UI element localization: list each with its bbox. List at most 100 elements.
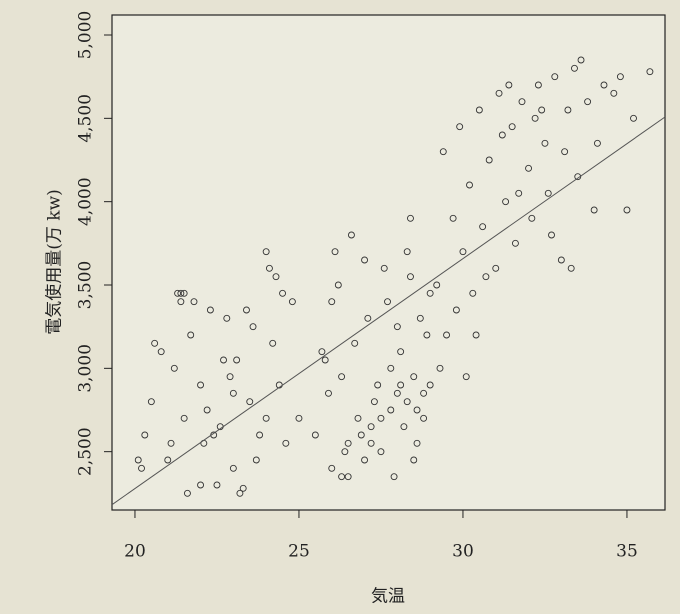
point	[548, 231, 555, 239]
point	[374, 381, 382, 389]
point	[377, 414, 385, 422]
x-axis-title: 気温	[371, 587, 405, 607]
point	[328, 298, 336, 306]
point	[426, 289, 434, 297]
point	[469, 289, 477, 297]
x-tick-label: 20	[124, 542, 146, 562]
point	[561, 148, 569, 156]
point	[239, 484, 247, 492]
point	[466, 181, 473, 189]
point	[384, 298, 391, 306]
point	[246, 398, 254, 406]
point	[525, 164, 533, 172]
point	[393, 323, 401, 331]
y-axis-title: 電気使用量(万 kw)	[44, 189, 65, 335]
point	[410, 373, 418, 381]
point	[426, 381, 434, 389]
point	[452, 306, 460, 314]
point	[439, 148, 447, 156]
point	[551, 73, 559, 81]
point	[334, 281, 342, 289]
point	[138, 464, 145, 472]
point	[347, 231, 355, 239]
point	[544, 189, 552, 197]
fit-line	[111, 116, 666, 506]
point	[220, 356, 227, 364]
point	[338, 373, 346, 381]
point	[370, 398, 378, 406]
point	[226, 373, 234, 381]
point	[229, 389, 237, 397]
point	[502, 198, 510, 206]
point	[538, 106, 546, 114]
point	[354, 414, 362, 422]
x-tick-label: 25	[288, 542, 310, 562]
point	[134, 456, 142, 464]
point	[272, 273, 280, 281]
point	[295, 414, 303, 422]
y-tick-label: 3,500	[76, 261, 96, 310]
point	[338, 473, 346, 481]
point	[459, 248, 467, 256]
point	[387, 406, 395, 414]
point	[187, 331, 195, 339]
y-tick-label: 5,000	[76, 11, 96, 60]
point	[380, 264, 388, 272]
point	[482, 273, 490, 281]
point	[387, 364, 395, 372]
point	[341, 448, 349, 456]
point	[518, 98, 526, 106]
point	[331, 248, 339, 256]
point	[321, 356, 329, 364]
point	[646, 68, 654, 76]
point	[462, 373, 470, 381]
point	[262, 414, 270, 422]
point	[151, 339, 159, 347]
point	[197, 481, 205, 489]
y-tick-label: 2,500	[76, 427, 96, 476]
point	[170, 364, 178, 372]
point	[236, 489, 244, 497]
point	[616, 73, 624, 81]
point	[269, 339, 277, 347]
point	[233, 356, 241, 364]
point	[436, 364, 444, 372]
point	[223, 314, 231, 322]
point	[183, 489, 191, 497]
point	[557, 256, 565, 264]
point	[584, 98, 592, 106]
point	[590, 206, 598, 214]
point	[475, 106, 483, 114]
point	[393, 389, 401, 397]
y-tick-label: 3,000	[76, 344, 96, 393]
point	[249, 323, 257, 331]
point	[413, 439, 421, 447]
point	[610, 89, 618, 97]
point	[479, 223, 487, 231]
point	[141, 431, 149, 439]
point	[344, 473, 352, 481]
point	[420, 414, 428, 422]
point	[410, 456, 418, 464]
point	[495, 89, 503, 97]
point	[534, 81, 542, 89]
point	[157, 348, 165, 356]
point	[252, 456, 260, 464]
point	[508, 123, 516, 131]
point	[505, 81, 513, 89]
point	[364, 314, 372, 322]
point	[564, 106, 572, 114]
point	[433, 281, 441, 289]
plot-frame	[111, 14, 666, 511]
y-tick-label: 4,500	[76, 94, 96, 143]
point	[213, 481, 221, 489]
y-tick-label: 4,000	[76, 177, 96, 226]
point	[282, 439, 290, 447]
point	[288, 298, 296, 306]
point	[206, 306, 214, 314]
x-tick-label: 35	[616, 542, 638, 562]
point	[367, 423, 375, 431]
point	[492, 264, 500, 272]
point	[265, 264, 273, 272]
